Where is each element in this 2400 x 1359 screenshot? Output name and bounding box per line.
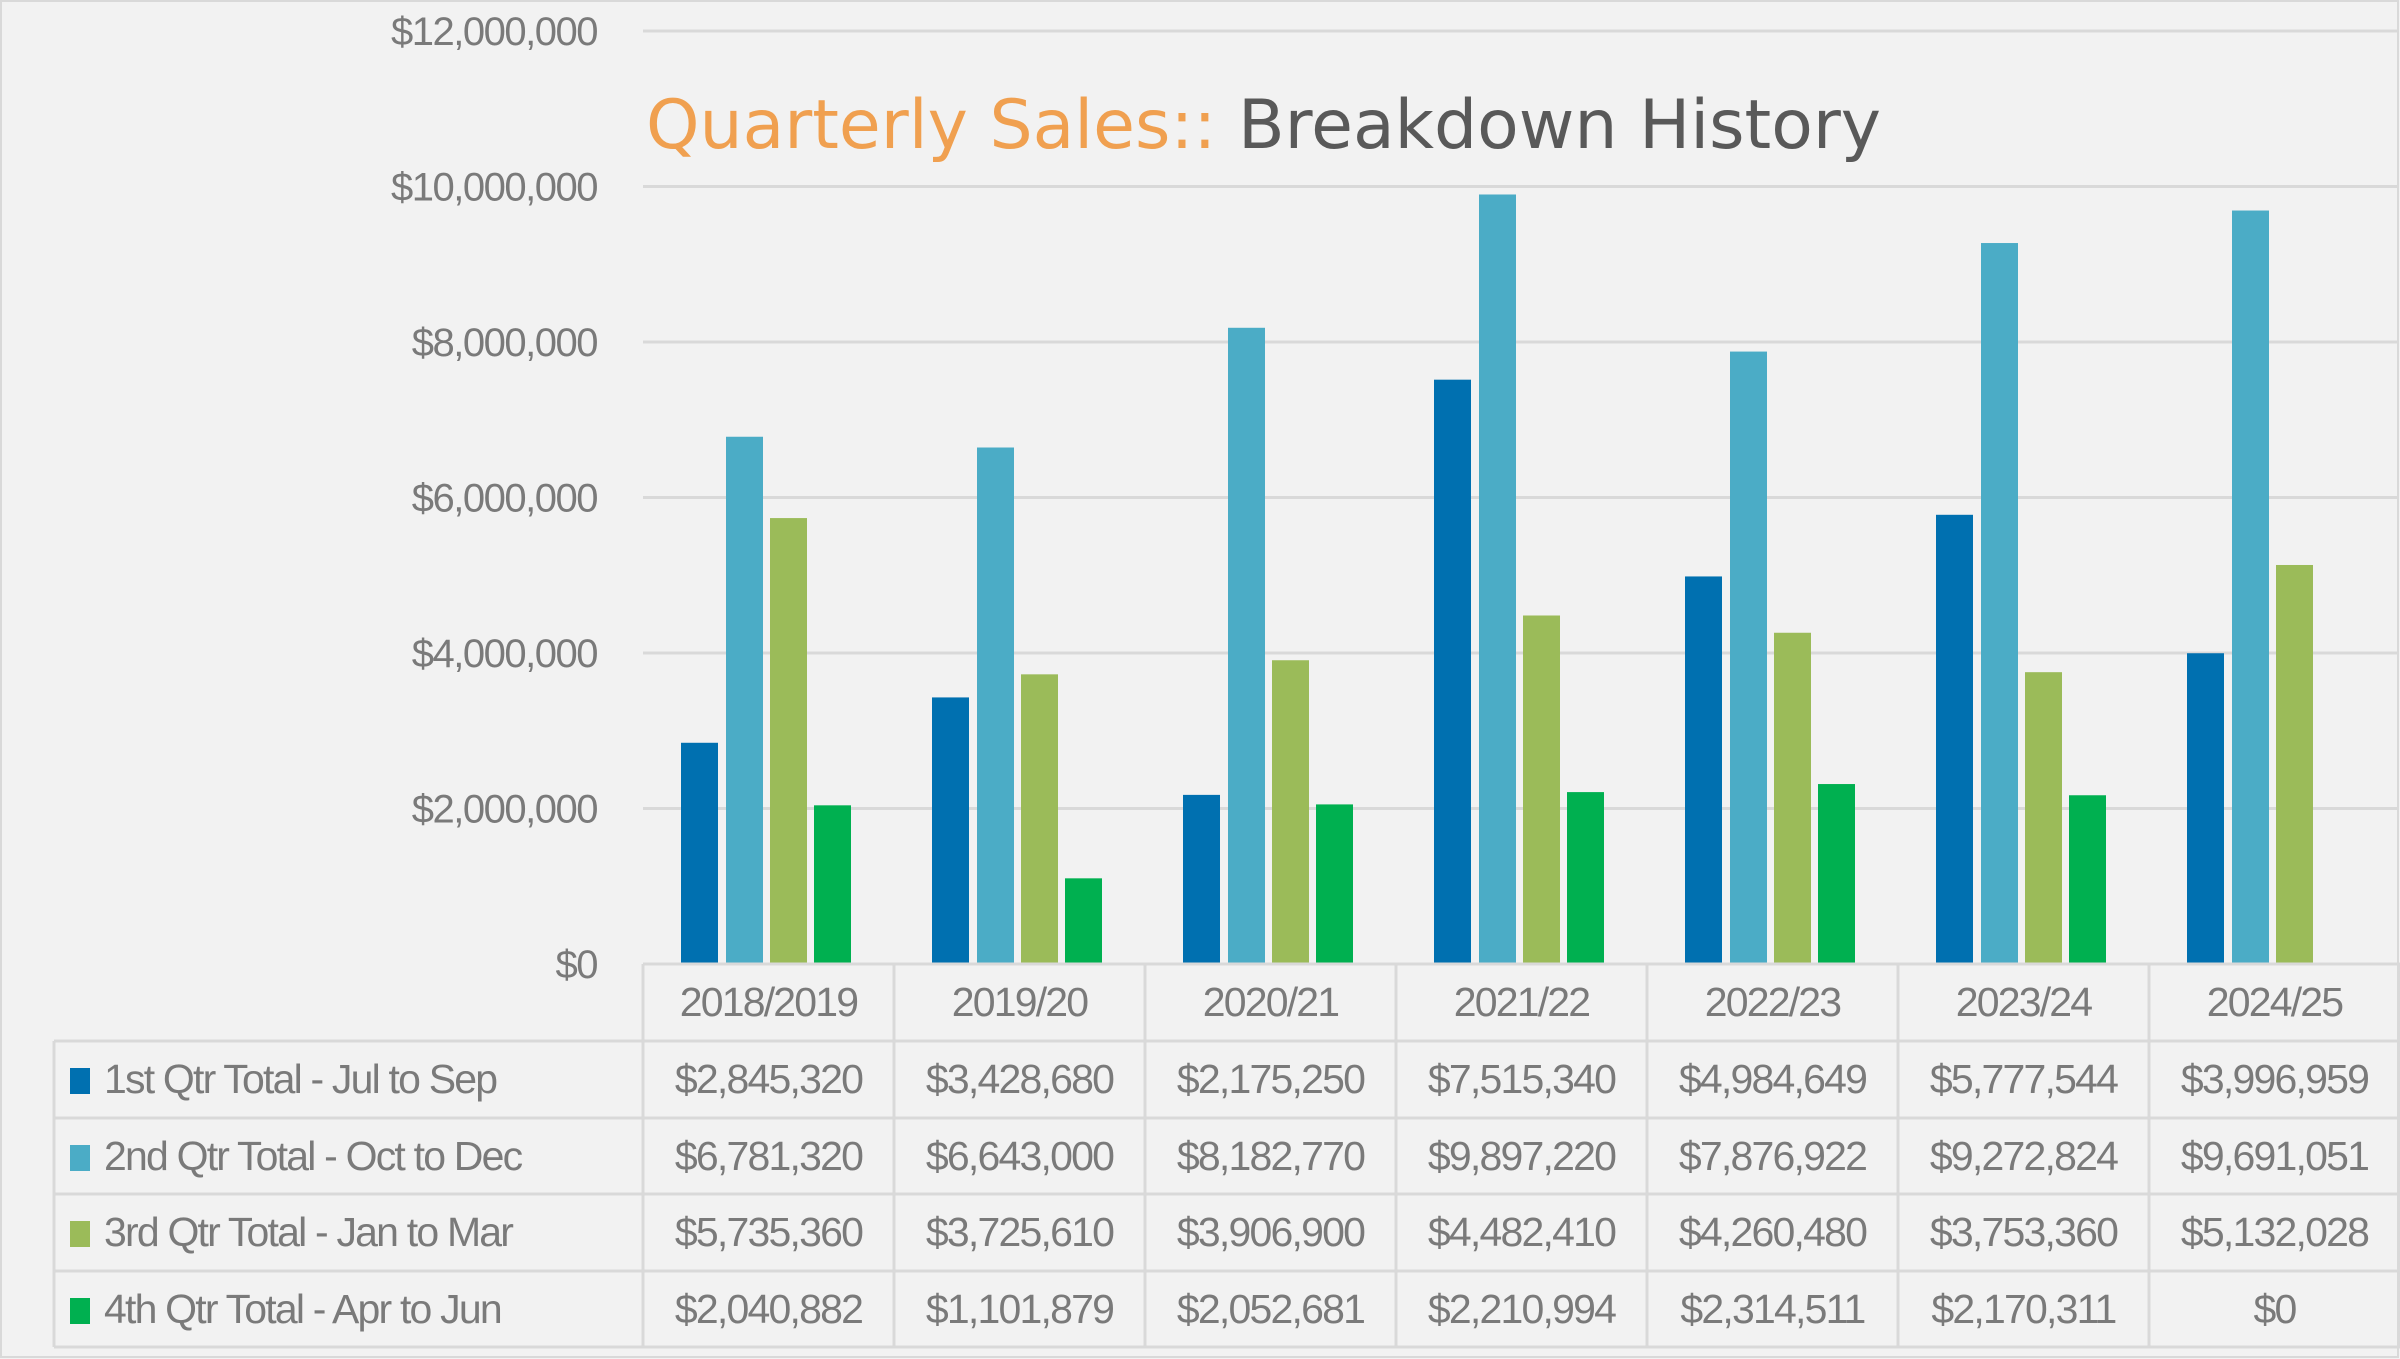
bar-q3-2024-25	[2276, 564, 2313, 964]
bar-q3-2022-23	[1774, 632, 1811, 964]
bar-q4-2023-24	[2069, 795, 2106, 964]
y-tick-label: $6,000,000	[412, 477, 597, 521]
legend-key-q1	[70, 1068, 90, 1094]
bar-q3-2019-20	[1021, 674, 1058, 964]
data-label: $9,691,051	[2181, 1133, 2368, 1179]
bar-q3-2020-21	[1272, 660, 1309, 964]
data-label: $5,735,360	[675, 1209, 863, 1255]
y-tick-label: $12,000,000	[391, 10, 597, 54]
series-name: 1st Qtr Total - Jul to Sep	[104, 1056, 497, 1102]
data-label: $2,175,250	[1177, 1056, 1365, 1102]
category-label: 2018/2019	[680, 979, 858, 1025]
bar-q1-2023-24	[1936, 514, 1973, 964]
bar-q2-2019-20	[977, 447, 1014, 965]
legend-key-q3	[70, 1221, 90, 1247]
series-name: 3rd Qtr Total - Jan to Mar	[104, 1209, 513, 1255]
data-label: $2,052,681	[1177, 1286, 1364, 1332]
bar-q4-2021-22	[1567, 792, 1604, 964]
bar-q3-2023-24	[2025, 672, 2062, 964]
bar-q1-2024-25	[2187, 653, 2224, 964]
category-label: 2020/21	[1203, 979, 1339, 1025]
data-label: $2,845,320	[675, 1056, 863, 1102]
bar-q4-2019-20	[1065, 878, 1102, 964]
data-label: $4,482,410	[1428, 1209, 1616, 1255]
y-tick-label: $4,000,000	[412, 632, 597, 676]
bar-q4-2018-2019	[814, 805, 851, 964]
y-tick-label: $8,000,000	[412, 321, 597, 365]
bar-q1-2022-23	[1685, 576, 1722, 964]
data-label: $6,781,320	[675, 1133, 863, 1179]
legend-key-q4	[70, 1298, 90, 1324]
data-label: $3,906,900	[1177, 1209, 1365, 1255]
bar-q2-2022-23	[1730, 351, 1767, 964]
data-label: $3,996,959	[2181, 1056, 2368, 1102]
data-label: $2,040,882	[675, 1286, 862, 1332]
series-name: 4th Qtr Total - Apr to Jun	[104, 1286, 501, 1332]
category-label: 2022/23	[1705, 979, 1841, 1025]
bar-q1-2020-21	[1183, 794, 1220, 964]
data-label: $2,170,311	[1931, 1286, 2115, 1332]
data-label: $7,515,340	[1428, 1056, 1616, 1102]
bar-q1-2021-22	[1434, 379, 1471, 964]
data-label: $9,272,824	[1930, 1133, 2118, 1179]
y-tick-label: $10,000,000	[391, 166, 597, 210]
bar-q3-2021-22	[1523, 615, 1560, 964]
data-label: $9,897,220	[1428, 1133, 1616, 1179]
data-label: $7,876,922	[1679, 1133, 1866, 1179]
title-background	[640, 70, 1910, 180]
data-label: $2,314,511	[1680, 1286, 1864, 1332]
bar-q2-2020-21	[1228, 327, 1265, 964]
data-label: $5,132,028	[2181, 1209, 2369, 1255]
category-label: 2024/25	[2207, 979, 2344, 1025]
bar-q1-2018-2019	[681, 742, 718, 964]
data-label: $3,753,360	[1930, 1209, 2118, 1255]
data-label: $4,260,480	[1679, 1209, 1867, 1255]
bar-q4-2022-23	[1818, 784, 1855, 964]
chart-title-highlight: Quarterly Sales::	[646, 86, 1216, 165]
data-label: $2,210,994	[1428, 1286, 1616, 1332]
bar-q2-2021-22	[1479, 194, 1516, 964]
bar-q2-2018-2019	[726, 436, 763, 964]
data-label: $3,725,610	[926, 1209, 1114, 1255]
y-tick-label: $0	[556, 943, 598, 987]
bar-q1-2019-20	[932, 697, 969, 964]
category-label: 2023/24	[1956, 979, 2093, 1025]
data-label: $1,101,879	[926, 1286, 1113, 1332]
data-label: $6,643,000	[926, 1133, 1114, 1179]
chart-title: Breakdown History	[1238, 86, 1881, 165]
y-tick-label: $2,000,000	[412, 788, 597, 832]
data-label: $5,777,544	[1930, 1056, 2118, 1102]
bar-q4-2020-21	[1316, 804, 1353, 964]
legend-key-q2	[70, 1145, 90, 1171]
data-label: $8,182,770	[1177, 1133, 1365, 1179]
series-name: 2nd Qtr Total - Oct to Dec	[104, 1133, 523, 1179]
category-label: 2019/20	[952, 979, 1089, 1025]
bar-q2-2023-24	[1981, 243, 2018, 964]
data-label: $0	[2253, 1286, 2296, 1332]
bar-q3-2018-2019	[770, 518, 807, 964]
bar-q2-2024-25	[2232, 210, 2269, 965]
category-label: 2021/22	[1454, 979, 1590, 1025]
data-label: $4,984,649	[1679, 1056, 1866, 1102]
data-label: $3,428,680	[926, 1056, 1114, 1102]
